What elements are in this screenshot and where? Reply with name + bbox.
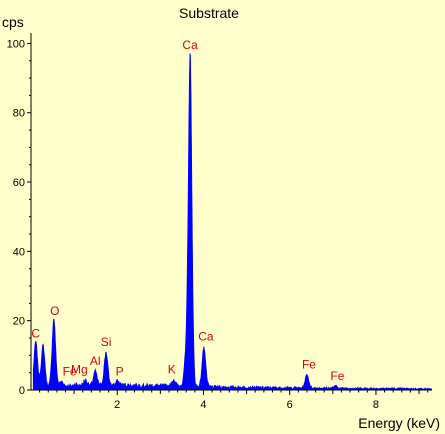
y-tick-label: 20: [13, 316, 25, 328]
x-axis-title: Energy (keV): [358, 415, 440, 431]
y-tick-label: 60: [13, 177, 25, 189]
peak-label-fe: Fe: [63, 364, 77, 378]
x-tick-label: 6: [287, 399, 293, 411]
peak-label-p: P: [116, 364, 124, 378]
peak-label-fe: Fe: [330, 369, 344, 383]
peak-label-o: O: [50, 304, 59, 318]
spectrum-area: [32, 53, 432, 391]
y-tick-label: 0: [19, 385, 25, 397]
y-tick-label: 40: [13, 246, 25, 258]
peak-label-mg: Mg: [71, 363, 88, 377]
peak-label-ca: Ca: [198, 330, 214, 344]
peak-label-c: C: [31, 326, 40, 340]
y-tick-label: 80: [13, 108, 25, 120]
peak-label-fe: Fe: [302, 357, 316, 371]
axes: 0 20 40 60 80 100 2 4 6 8: [7, 33, 432, 411]
x-tick-label: 2: [114, 399, 120, 411]
x-tick-label: 4: [200, 399, 206, 411]
peak-label-ca: Ca: [182, 38, 198, 52]
y-tick-label: 100: [7, 38, 25, 50]
peak-label-al: Al: [90, 354, 101, 368]
chart-title: Substrate: [179, 5, 239, 21]
x-tick-label: 8: [373, 399, 379, 411]
peak-label-si: Si: [101, 335, 112, 349]
y-axis-title: cps: [2, 14, 24, 30]
spectrum-series: [32, 53, 432, 391]
peak-label-k: K: [168, 363, 176, 377]
